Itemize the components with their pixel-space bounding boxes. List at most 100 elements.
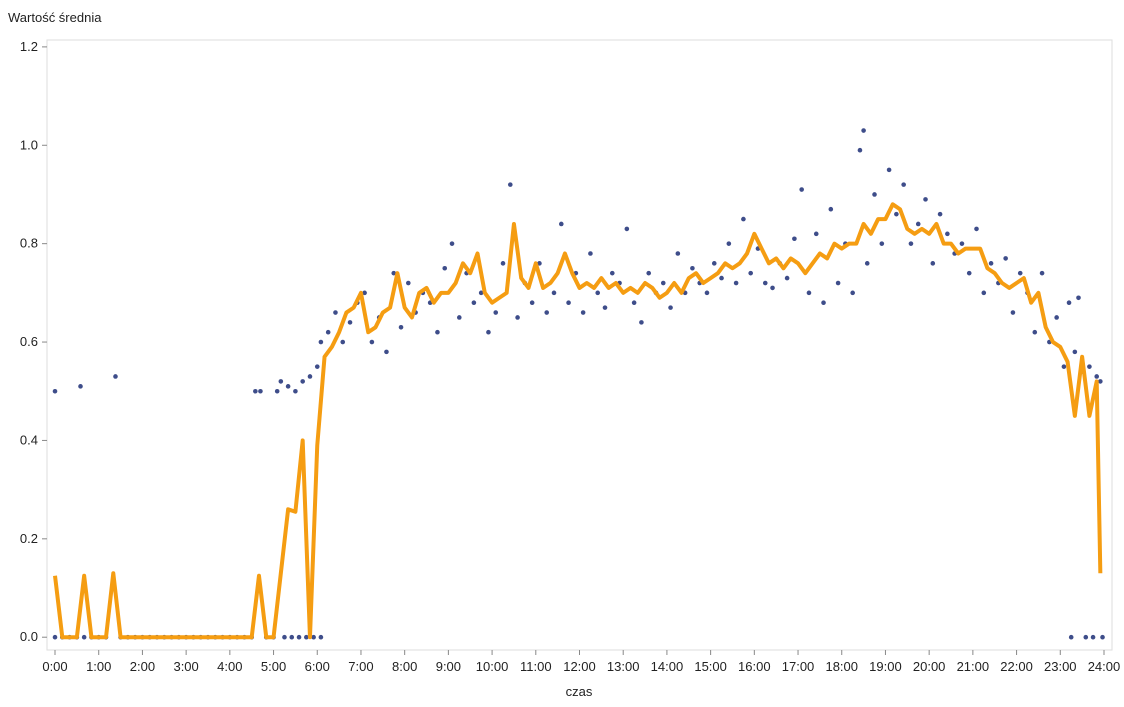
data-point bbox=[1054, 315, 1059, 320]
data-point bbox=[486, 329, 491, 335]
data-point bbox=[1094, 374, 1100, 379]
data-point bbox=[293, 388, 298, 394]
data-point bbox=[945, 231, 950, 237]
data-point bbox=[966, 270, 972, 276]
data-point bbox=[537, 261, 542, 266]
data-point bbox=[624, 226, 630, 232]
x-tick-label: 9:00 bbox=[436, 659, 461, 674]
data-point bbox=[719, 275, 724, 281]
data-point bbox=[558, 221, 564, 227]
data-point bbox=[1039, 270, 1045, 276]
x-tick-label: 2:00 bbox=[130, 659, 155, 674]
data-point bbox=[588, 251, 593, 256]
data-point bbox=[668, 305, 673, 310]
x-tick-label: 5:00 bbox=[261, 659, 286, 674]
data-point bbox=[113, 374, 118, 379]
data-point bbox=[314, 364, 320, 369]
data-point bbox=[478, 290, 484, 296]
data-point bbox=[864, 261, 870, 266]
data-point bbox=[289, 634, 295, 640]
data-point bbox=[908, 241, 914, 246]
data-point bbox=[806, 290, 812, 296]
data-point bbox=[861, 128, 866, 133]
data-point bbox=[886, 167, 892, 173]
data-point bbox=[748, 270, 753, 276]
data-point bbox=[828, 206, 834, 212]
data-point bbox=[981, 290, 987, 296]
data-point bbox=[515, 315, 520, 320]
data-point bbox=[253, 388, 258, 394]
data-point bbox=[704, 290, 710, 296]
data-point bbox=[1066, 300, 1072, 305]
plot-frame bbox=[46, 39, 1113, 651]
data-point bbox=[639, 320, 644, 325]
data-point bbox=[770, 285, 775, 291]
data-point bbox=[646, 270, 652, 276]
data-point bbox=[784, 275, 790, 281]
data-point bbox=[307, 374, 313, 379]
data-point bbox=[835, 280, 841, 286]
data-point bbox=[1090, 634, 1096, 640]
data-point bbox=[821, 300, 826, 305]
y-tick-label: 0.6 bbox=[20, 334, 38, 349]
data-point bbox=[609, 270, 615, 276]
x-tick-label: 15:00 bbox=[694, 659, 727, 674]
data-point bbox=[529, 300, 535, 305]
data-point bbox=[398, 324, 404, 330]
data-point bbox=[391, 270, 397, 276]
data-point bbox=[741, 216, 746, 222]
y-tick-label: 0.4 bbox=[20, 432, 38, 447]
data-point bbox=[1061, 364, 1067, 369]
data-point bbox=[857, 147, 863, 153]
data-point bbox=[449, 241, 455, 246]
x-tick-label: 22:00 bbox=[1000, 659, 1033, 674]
data-point bbox=[384, 349, 389, 355]
data-point bbox=[406, 280, 411, 286]
data-point bbox=[879, 241, 885, 246]
x-tick-label: 21:00 bbox=[957, 659, 990, 674]
data-point bbox=[675, 251, 681, 256]
data-point bbox=[850, 290, 855, 296]
data-point bbox=[566, 300, 571, 305]
data-point bbox=[340, 339, 346, 345]
data-point bbox=[1068, 634, 1074, 640]
data-point bbox=[493, 310, 499, 315]
data-point bbox=[551, 290, 557, 296]
x-tick-label: 23:00 bbox=[1044, 659, 1077, 674]
x-tick-label: 0:00 bbox=[42, 659, 67, 674]
data-point bbox=[901, 182, 906, 187]
data-point bbox=[1083, 634, 1089, 640]
data-point bbox=[258, 388, 263, 394]
data-point bbox=[52, 634, 58, 640]
data-point bbox=[274, 388, 280, 394]
chart-title: Wartość średnia bbox=[8, 10, 102, 25]
data-point bbox=[711, 261, 717, 266]
data-point bbox=[1003, 256, 1008, 261]
data-point bbox=[1032, 329, 1038, 335]
x-tick-label: 7:00 bbox=[348, 659, 373, 674]
data-point bbox=[1100, 634, 1105, 640]
data-point bbox=[442, 265, 448, 271]
x-tick-label: 18:00 bbox=[825, 659, 858, 674]
data-point bbox=[974, 226, 979, 232]
x-tick-label: 8:00 bbox=[392, 659, 417, 674]
data-point bbox=[507, 182, 513, 187]
data-point bbox=[1010, 310, 1016, 315]
data-point bbox=[296, 634, 302, 640]
x-tick-label: 12:00 bbox=[563, 659, 596, 674]
data-point bbox=[602, 305, 608, 310]
data-point bbox=[325, 329, 331, 335]
data-point bbox=[799, 187, 804, 192]
x-tick-label: 4:00 bbox=[217, 659, 242, 674]
data-point bbox=[369, 339, 375, 345]
y-tick-label: 1.2 bbox=[20, 39, 38, 54]
data-point bbox=[690, 265, 695, 271]
data-point bbox=[544, 310, 550, 315]
data-point bbox=[500, 261, 506, 266]
data-point bbox=[1087, 364, 1092, 369]
data-point bbox=[872, 192, 877, 197]
data-point bbox=[937, 211, 943, 217]
data-point bbox=[660, 280, 666, 286]
y-tick-label: 0.8 bbox=[20, 236, 38, 251]
data-point bbox=[300, 379, 305, 384]
